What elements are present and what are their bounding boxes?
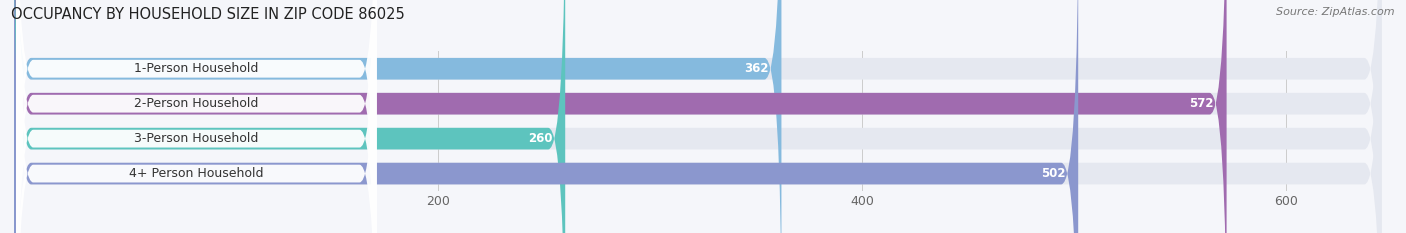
Text: 1-Person Household: 1-Person Household (134, 62, 259, 75)
FancyBboxPatch shape (14, 0, 1381, 233)
FancyBboxPatch shape (17, 0, 377, 233)
FancyBboxPatch shape (14, 0, 1381, 233)
FancyBboxPatch shape (17, 0, 377, 233)
Text: 260: 260 (529, 132, 553, 145)
FancyBboxPatch shape (14, 0, 1381, 233)
Text: 2-Person Household: 2-Person Household (134, 97, 259, 110)
Text: OCCUPANCY BY HOUSEHOLD SIZE IN ZIP CODE 86025: OCCUPANCY BY HOUSEHOLD SIZE IN ZIP CODE … (11, 7, 405, 22)
FancyBboxPatch shape (14, 0, 565, 233)
Text: 4+ Person Household: 4+ Person Household (129, 167, 263, 180)
FancyBboxPatch shape (17, 0, 377, 233)
FancyBboxPatch shape (14, 0, 1381, 233)
Text: 572: 572 (1189, 97, 1213, 110)
FancyBboxPatch shape (14, 0, 1226, 233)
FancyBboxPatch shape (14, 0, 1078, 233)
FancyBboxPatch shape (14, 0, 782, 233)
Text: 362: 362 (744, 62, 769, 75)
FancyBboxPatch shape (17, 0, 377, 233)
Text: 502: 502 (1040, 167, 1066, 180)
Text: 3-Person Household: 3-Person Household (134, 132, 259, 145)
Text: Source: ZipAtlas.com: Source: ZipAtlas.com (1277, 7, 1395, 17)
